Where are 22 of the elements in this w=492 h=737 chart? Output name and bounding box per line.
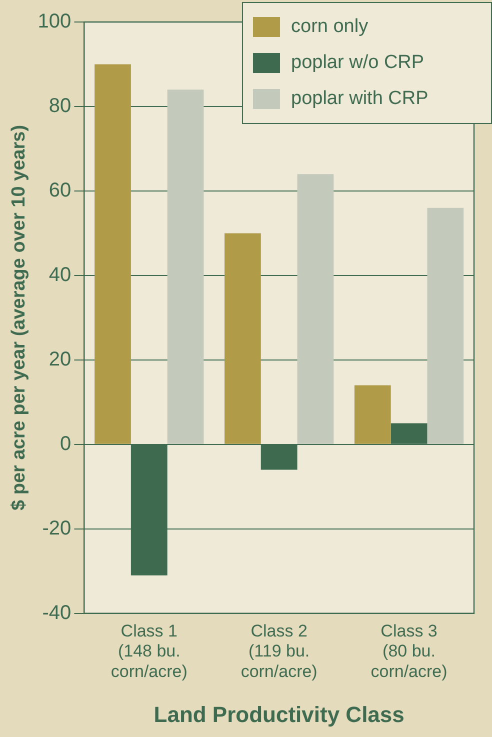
y-tick-label: 0 — [60, 432, 72, 455]
y-tick-label: 100 — [38, 10, 72, 33]
bar — [167, 90, 204, 444]
legend-label: poplar w/o CRP — [291, 52, 424, 74]
legend-label: poplar with CRP — [291, 88, 428, 110]
x-axis-title: Land Productivity Class — [154, 702, 404, 727]
bar — [297, 174, 334, 444]
legend-label: corn only — [291, 16, 368, 38]
x-tick-label: Class 3 (80 bu. corn/acre) — [370, 621, 448, 682]
bar — [224, 233, 261, 444]
y-tick-label: 60 — [48, 179, 72, 202]
bar — [94, 64, 131, 444]
y-tick-label: -40 — [42, 602, 72, 624]
y-tick-label: -20 — [42, 517, 72, 540]
y-tick-label: 80 — [48, 95, 72, 117]
y-tick-label: 20 — [48, 348, 72, 370]
bar — [354, 385, 391, 444]
y-axis-title: $ per acre per year (average over 10 years) — [8, 124, 30, 510]
bar — [427, 208, 464, 444]
x-tick-label: Class 1 (148 bu. corn/acre) — [110, 621, 188, 682]
x-tick-label: Class 2 (119 bu. corn/acre) — [240, 621, 318, 682]
y-tick-label: 40 — [48, 264, 72, 286]
